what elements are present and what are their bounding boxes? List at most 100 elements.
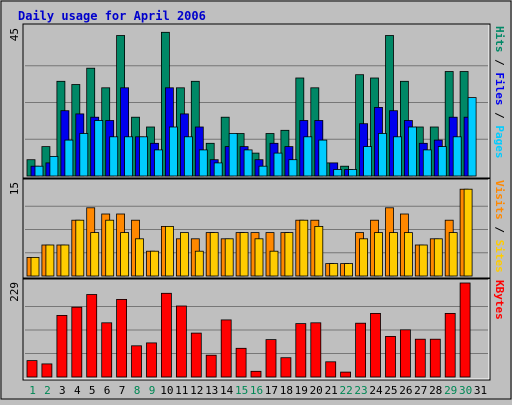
day-label: 29 bbox=[444, 384, 457, 397]
series-sites bbox=[30, 188, 473, 277]
bar-pages bbox=[168, 126, 178, 177]
day-label: 3 bbox=[59, 384, 66, 397]
bar-kbytes bbox=[250, 370, 262, 378]
bar-kbytes bbox=[71, 306, 83, 378]
day-label: 20 bbox=[310, 384, 323, 397]
day-label: 19 bbox=[295, 384, 308, 397]
bar-pages bbox=[139, 136, 148, 177]
bar-sites bbox=[254, 238, 264, 277]
bar-pages bbox=[303, 136, 313, 177]
day-label: 4 bbox=[74, 384, 81, 397]
day-label: 22 bbox=[339, 384, 352, 397]
chart-title: Daily usage for April 2006 bbox=[18, 9, 206, 23]
panel-frame bbox=[22, 277, 491, 381]
day-label: 30 bbox=[459, 384, 472, 397]
bar-pages bbox=[288, 159, 298, 177]
day-label: 26 bbox=[399, 384, 412, 397]
bar-sites bbox=[448, 232, 458, 277]
bar-sites bbox=[164, 225, 174, 277]
bar-kbytes bbox=[444, 312, 456, 378]
bar-sites bbox=[433, 238, 443, 277]
side-label-visits: Visits bbox=[493, 180, 506, 220]
side-label-group: KBytes bbox=[493, 280, 506, 320]
day-label: 9 bbox=[149, 384, 156, 397]
day-label: 31 bbox=[474, 384, 487, 397]
bar-sites bbox=[194, 250, 204, 277]
day-label: 28 bbox=[429, 384, 442, 397]
day-label: 17 bbox=[265, 384, 278, 397]
bar-sites bbox=[344, 263, 354, 277]
side-label: Visits / Sites bbox=[493, 180, 506, 273]
bar-kbytes bbox=[131, 345, 142, 378]
bar-pages bbox=[407, 126, 417, 177]
day-label: 11 bbox=[175, 384, 188, 397]
bar-pages bbox=[49, 155, 59, 177]
bar-kbytes bbox=[310, 322, 322, 378]
bar-sites bbox=[374, 232, 383, 277]
day-label: 10 bbox=[160, 384, 173, 397]
bar-kbytes bbox=[385, 335, 396, 378]
bar-kbytes bbox=[280, 357, 292, 378]
bar-pages bbox=[437, 146, 447, 177]
panel-hits: 45 Hits / Files / Pages bbox=[8, 23, 506, 180]
day-label: 2 bbox=[44, 384, 51, 397]
bar-sites bbox=[329, 263, 339, 277]
panel-kbytes: 229 KBytes bbox=[8, 277, 506, 381]
bar-kbytes bbox=[295, 323, 307, 378]
bar-kbytes bbox=[340, 371, 352, 378]
bar-pages bbox=[124, 136, 133, 177]
panel-frame bbox=[22, 177, 491, 280]
panel-frame bbox=[22, 23, 491, 180]
bar-sites bbox=[150, 250, 159, 277]
side-label: KBytes bbox=[493, 280, 506, 320]
bar-sites bbox=[90, 232, 100, 277]
bar-pages bbox=[363, 146, 373, 177]
panels: 45 Hits / Files / Pages 15 Visits / Sites 22… bbox=[8, 23, 506, 381]
bar-pages bbox=[452, 136, 462, 177]
bar-kbytes bbox=[325, 361, 337, 378]
bar-sites bbox=[269, 250, 279, 277]
bar-kbytes bbox=[355, 322, 367, 378]
side-label-separator: / bbox=[493, 220, 506, 240]
bar-kbytes bbox=[175, 305, 187, 378]
bar-pages bbox=[94, 120, 104, 177]
bar-sites bbox=[239, 232, 249, 277]
bar-pages bbox=[34, 165, 44, 177]
bar-kbytes bbox=[41, 363, 53, 378]
day-label: 8 bbox=[134, 384, 141, 397]
axis-max-label: 229 bbox=[8, 282, 21, 302]
bar-sites bbox=[389, 232, 398, 277]
bar-pages bbox=[154, 149, 163, 177]
day-label: 16 bbox=[250, 384, 263, 397]
day-labels: 1 2 3 4 5 6 7 8 9 10 11 12 13 14 15 16 17 18 19 20 21 22 23 24 2… bbox=[29, 384, 487, 397]
bar-kbytes bbox=[399, 329, 411, 378]
day-label: 18 bbox=[280, 384, 293, 397]
bar-pages bbox=[64, 139, 74, 177]
bar-kbytes bbox=[265, 339, 277, 378]
bar-kbytes bbox=[146, 342, 157, 378]
day-label: 13 bbox=[205, 384, 218, 397]
bar-pages bbox=[109, 136, 119, 177]
bar-sites bbox=[403, 232, 413, 277]
bar-sites bbox=[60, 244, 70, 277]
bar-pages bbox=[467, 97, 477, 177]
day-label: 15 bbox=[235, 384, 248, 397]
bar-kbytes bbox=[205, 354, 217, 378]
bar-pages bbox=[422, 149, 432, 177]
bar-sites bbox=[209, 232, 219, 277]
side-label-files: Files bbox=[493, 72, 506, 105]
side-label-group: Hits / Files / Pages bbox=[493, 26, 506, 159]
bar-kbytes bbox=[220, 319, 232, 378]
bar-kbytes bbox=[26, 360, 38, 378]
day-label: 7 bbox=[119, 384, 126, 397]
side-label-sites: Sites bbox=[493, 240, 506, 273]
series-kbytes bbox=[26, 282, 471, 378]
bar-sites bbox=[135, 238, 144, 277]
bar-kbytes bbox=[86, 294, 98, 378]
bar-sites bbox=[45, 244, 55, 277]
bar-pages bbox=[198, 149, 208, 177]
day-label: 5 bbox=[89, 384, 96, 397]
